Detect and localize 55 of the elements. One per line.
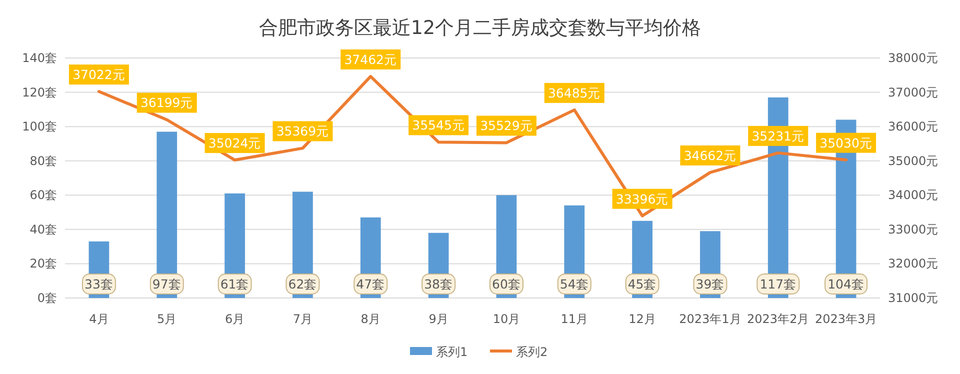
data-label: 36485元 <box>548 85 601 100</box>
y-tick-label: 120套 <box>22 85 57 100</box>
x-tick-label: 10月 <box>492 312 520 326</box>
x-tick-label: 4月 <box>89 312 109 326</box>
data-label: 35545元 <box>412 118 465 133</box>
x-tick-label: 6月 <box>224 312 245 326</box>
data-label: 47套 <box>356 276 386 292</box>
x-tick-label: 2023年3月 <box>814 312 878 326</box>
y-tick-label: 140套 <box>22 51 57 65</box>
y2-tick-label: 34000元 <box>888 188 938 202</box>
data-label: 35231元 <box>752 128 805 144</box>
y-tick-label: 40套 <box>30 222 57 236</box>
y-tick-label: 20套 <box>30 256 57 271</box>
data-label: 35030元 <box>820 135 872 150</box>
y2-tick-label: 32000元 <box>888 256 938 271</box>
y2-tick-label: 33000元 <box>888 222 938 236</box>
legend-label: 系列2 <box>516 345 548 359</box>
x-tick-label: 2023年2月 <box>747 312 810 326</box>
x-tick-label: 2023年1月 <box>679 312 742 326</box>
x-tick-label: 9月 <box>428 312 448 326</box>
y2-tick-label: 36000元 <box>888 120 938 134</box>
data-label: 36199元 <box>140 95 194 110</box>
x-tick-label: 7月 <box>292 312 313 326</box>
x-tick-label: 11月 <box>560 312 588 326</box>
y2-tick-label: 35000元 <box>888 154 938 168</box>
data-label: 45套 <box>628 276 657 292</box>
data-label: 62套 <box>288 276 318 292</box>
y-tick-label: 100套 <box>22 120 57 134</box>
data-label: 60套 <box>492 276 521 292</box>
data-label: 34662元 <box>684 148 737 163</box>
y-tick-label: 80套 <box>30 154 57 168</box>
data-label: 37022元 <box>72 67 126 82</box>
data-label: 33396元 <box>616 191 669 206</box>
data-label: 37462元 <box>344 52 398 67</box>
y-tick-label: 60套 <box>30 188 57 202</box>
y2-tick-label: 38000元 <box>888 51 938 65</box>
data-label: 33套 <box>84 276 114 292</box>
data-label: 54套 <box>560 276 589 292</box>
x-tick-label: 12月 <box>628 312 656 326</box>
data-label: 35529元 <box>480 118 533 134</box>
chart-title: 合肥市政务区最近12个月二手房成交套数与平均价格 <box>258 17 702 39</box>
data-label: 61套 <box>220 276 250 292</box>
y2-tick-label: 31000元 <box>888 291 938 305</box>
data-label: 39套 <box>696 276 725 292</box>
data-label: 38套 <box>424 276 453 292</box>
data-label: 97套 <box>152 276 182 292</box>
y2-tick-label: 37000元 <box>888 85 938 100</box>
legend-label: 系列1 <box>436 345 468 359</box>
data-label: 117套 <box>760 276 797 292</box>
data-label: 35024元 <box>208 136 262 151</box>
x-tick-label: 5月 <box>157 312 177 326</box>
data-label: 35369元 <box>276 124 330 139</box>
x-tick-label: 8月 <box>360 312 380 326</box>
y-tick-label: 0套 <box>37 291 57 305</box>
data-label: 104套 <box>828 276 864 292</box>
